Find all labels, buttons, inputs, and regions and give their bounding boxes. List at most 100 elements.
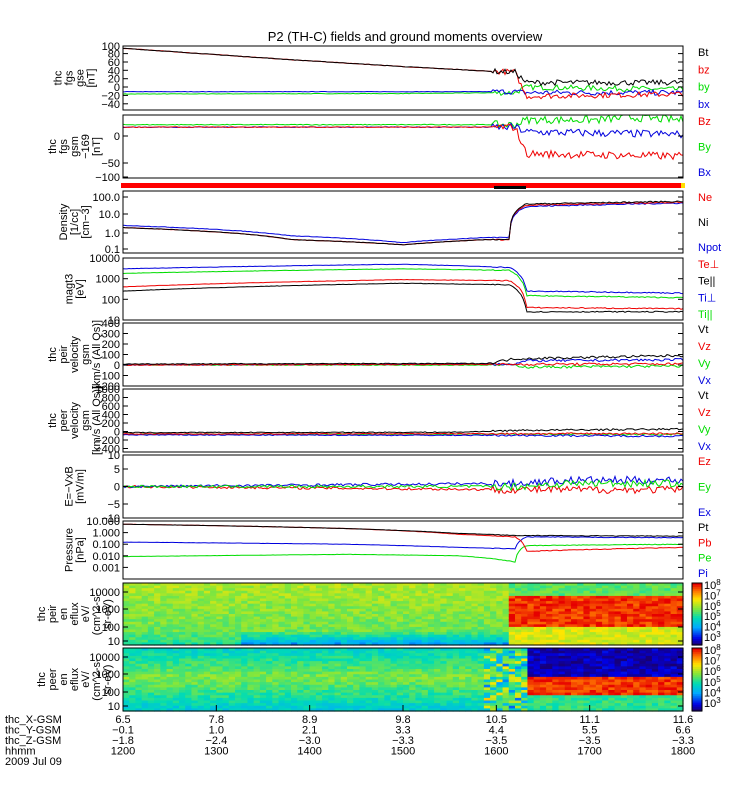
peer_eflux-cell [645, 653, 653, 657]
peer_eflux-cell [633, 669, 641, 673]
peir_eflux-cell [347, 598, 354, 602]
peer_eflux-cell [160, 703, 168, 707]
peir_eflux-cell [396, 626, 404, 631]
peer_eflux-cell [521, 705, 529, 709]
peer_eflux-cell [291, 671, 298, 675]
peer_eflux-cell [222, 648, 230, 652]
peir_eflux-cell [496, 626, 504, 631]
peir_eflux-cell [179, 611, 186, 615]
peer_eflux-cell [490, 663, 497, 667]
peir_eflux-cell [216, 585, 224, 589]
efield-ylabel-line: [mV/m] [75, 469, 87, 504]
peir_eflux-cell [421, 621, 429, 625]
peer_eflux-cell [291, 684, 298, 688]
peir_eflux-cell [396, 632, 404, 636]
peer_velocity-ylabel-line: [km/s (All Qs)] [91, 386, 103, 455]
peer_eflux-cell [160, 682, 168, 686]
peir_eflux-cell [297, 611, 305, 615]
peir_eflux-cell [651, 624, 659, 628]
peir_eflux-cell [266, 632, 273, 636]
peir_eflux-ylabel-line: eV/ [80, 605, 92, 622]
peir_eflux-cell [266, 590, 273, 594]
peir_eflux-cell [483, 593, 491, 597]
peir_eflux-cell [284, 639, 292, 644]
peer_eflux-cell [247, 692, 255, 696]
peer_eflux-cell [210, 684, 217, 688]
peer_eflux-cell [527, 692, 535, 696]
peir_eflux-cell [490, 634, 497, 638]
peir_eflux-cell [235, 603, 242, 607]
peer_eflux-cell [533, 708, 541, 712]
peir_eflux-cell [483, 583, 491, 587]
peir_eflux-cell [527, 598, 535, 602]
peer_eflux-cell [645, 684, 653, 688]
peer_eflux-cell [602, 658, 609, 662]
peer_eflux-cell [347, 653, 354, 657]
peir_eflux-cell [259, 606, 267, 610]
peer_eflux-cell [490, 700, 497, 704]
peir_eflux-cell [384, 588, 392, 592]
peir_eflux-cell [465, 595, 473, 600]
peir_eflux-cell [508, 595, 516, 600]
peir_eflux-cell [664, 637, 672, 641]
peir_eflux-cell [247, 588, 255, 592]
peer_eflux-cell [378, 671, 385, 675]
peir_eflux-cell [266, 619, 273, 623]
peer_eflux-cell [259, 692, 267, 696]
peer_eflux-cell [676, 684, 684, 688]
peer_eflux-cell [347, 692, 354, 696]
peer_eflux-cell [328, 669, 336, 673]
peir_eflux-cell [490, 621, 497, 625]
peer_eflux-cell [459, 695, 466, 699]
peir_eflux-cell [546, 642, 553, 646]
peer_eflux-cell [322, 695, 329, 699]
peir_eflux-cell [552, 611, 560, 615]
peir_eflux-cell [477, 606, 485, 610]
peir_eflux-cell [583, 603, 591, 607]
peer_eflux-cell [415, 695, 423, 699]
peer_eflux-cell [515, 690, 522, 694]
peir_eflux-cell [558, 639, 566, 644]
peir_eflux-cell [365, 637, 373, 641]
peer_eflux-cell [365, 663, 373, 667]
peir_eflux-cell [415, 601, 423, 605]
peer_eflux-cell [353, 708, 361, 712]
peir_eflux-cell [371, 632, 379, 636]
peir_eflux-cell [546, 634, 553, 638]
peer_eflux-cell [166, 650, 174, 654]
peer_eflux-cell [328, 690, 336, 694]
peir_eflux-cell [403, 634, 410, 638]
peir_eflux-cell [614, 611, 622, 615]
peer_eflux-cell [253, 682, 261, 686]
peer_eflux-cell [259, 666, 267, 670]
peir_eflux-cell [378, 608, 385, 613]
peer_eflux-cell [154, 663, 161, 667]
peer_eflux-cell [160, 671, 168, 675]
peer_eflux-cell [166, 653, 174, 657]
peir_eflux-cell [228, 583, 236, 587]
peer_eflux-cell [228, 703, 236, 707]
peer_eflux-cell [452, 679, 460, 683]
peer_eflux-cell [483, 692, 491, 696]
peer_eflux-cell [272, 708, 280, 712]
peer_eflux-cell [247, 705, 255, 709]
peer_eflux-cell [334, 684, 342, 688]
peir_eflux-cell [390, 598, 398, 602]
peir_eflux-cell [334, 608, 342, 613]
peir_eflux-cell [676, 629, 684, 633]
peir_eflux-cell [241, 639, 249, 644]
peer_eflux-cell [160, 687, 168, 691]
peer_eflux-cell [452, 674, 460, 678]
peer_eflux-cell [490, 671, 497, 675]
peir_eflux-cell [147, 619, 155, 623]
fgs_gse-ytick-label: 80 [108, 49, 120, 61]
x-row-value: 4.4 [489, 725, 504, 737]
panels: 100806040200−20−40thcfgsgse[nT]Btbzbybx0… [36, 41, 721, 713]
peer_eflux-cell [633, 692, 641, 696]
peer_eflux-cell [334, 692, 342, 696]
peer_eflux-cell [571, 692, 578, 696]
peer_eflux-cell [558, 687, 566, 691]
peer_eflux-cell [185, 648, 193, 652]
peir_eflux-cell [291, 611, 298, 615]
peir_eflux-cell [353, 598, 361, 602]
